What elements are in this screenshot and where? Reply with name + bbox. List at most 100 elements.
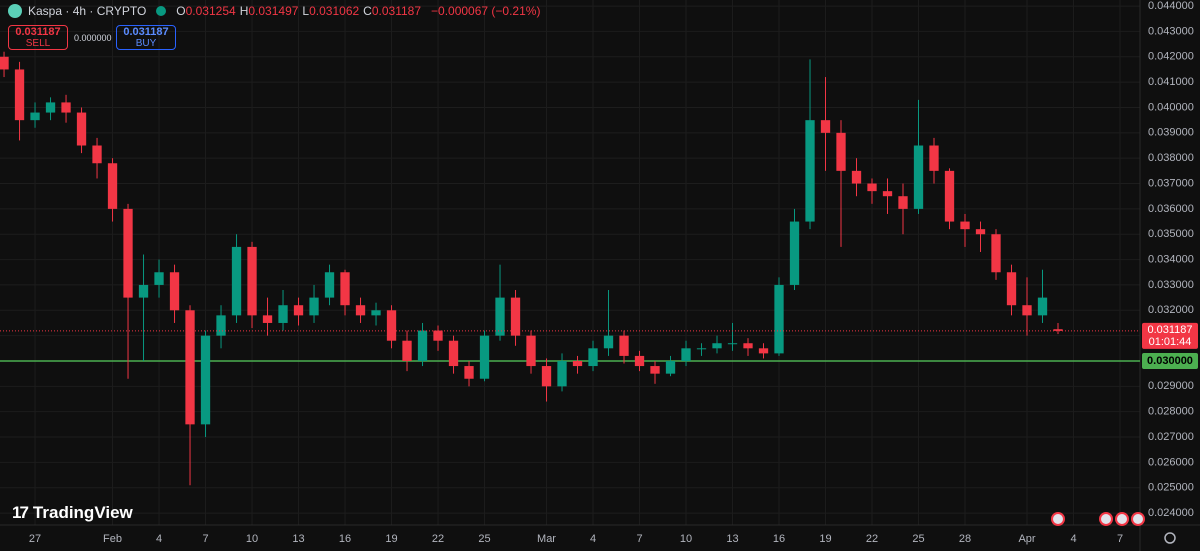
symbol[interactable]: Kaspa · 4h · CRYPTO [28,4,147,18]
buy-price: 0.031187 [123,26,169,38]
candle-body [882,191,893,197]
x-tick-label: 25 [912,533,924,545]
settings-icon[interactable] [1164,532,1176,544]
candle-body [1006,272,1017,306]
event-flag [1051,512,1065,526]
y-tick-label: 0.028000 [1148,406,1194,418]
trade-buttons: 0.031187 SELL 0.000000 0.031187 BUY [8,25,176,50]
x-tick-label: 19 [819,533,831,545]
x-tick-label: 25 [478,533,490,545]
y-tick-label: 0.035000 [1148,228,1194,240]
candle-body [820,120,831,133]
candle-body [76,112,87,146]
candle-body [898,196,908,209]
price-level-label: 0.030000 [1147,355,1193,367]
candle-body [929,145,939,171]
symbol-header: Kaspa · 4h · CRYPTO O0.031254 H0.031497 L0… [8,4,544,18]
y-tick-label: 0.033000 [1148,279,1194,291]
y-tick-label: 0.024000 [1148,507,1194,519]
candle-body [402,340,412,361]
x-tick-label: 4 [1070,533,1076,545]
candle-body [495,297,505,336]
y-tick-label: 0.044000 [1148,0,1194,12]
ohlc: O0.031254 H0.031497 L0.031062 C0.031187 [176,4,425,18]
ohlc-value: 0.031254 [185,4,236,18]
x-tick-label: Mar [537,533,556,545]
last-price-label-bg [1142,322,1198,349]
candle-body [324,272,335,298]
candle-body [557,360,567,387]
ohlc-key: L [302,4,310,18]
ohlc-key: O [176,4,186,18]
candle-body [14,69,25,121]
x-tick-label: 4 [590,533,596,545]
candle-body [123,208,133,298]
sell-button[interactable]: 0.031187 SELL [8,25,68,50]
candle-body [758,348,769,354]
x-tick-label: 22 [432,533,444,545]
y-tick-label: 0.039000 [1148,127,1194,139]
candle-body [1037,297,1048,316]
x-tick-label: 7 [636,533,642,545]
candle-body [185,310,195,425]
ohlc-value: 0.031187 [371,4,422,18]
candle-body [526,335,536,367]
candle-body [650,366,660,374]
candle-body [634,355,645,367]
y-tick-label: 0.043000 [1148,25,1194,37]
y-tick-label: 0.029000 [1148,380,1194,392]
candle-body [340,272,350,306]
candle-body [0,56,9,70]
y-tick-label: 0.025000 [1148,482,1194,494]
event-flag [1131,512,1145,526]
y-tick-label: 0.041000 [1148,76,1194,88]
candle-body [991,234,1001,273]
y-tick-label: 0.038000 [1148,152,1194,164]
candle-body [681,348,691,361]
candle-body [45,102,56,113]
logo-mark: 17 [12,503,29,522]
candle-body [464,366,474,379]
x-tick-label: Apr [1018,533,1035,545]
y-tick-label: 0.037000 [1148,177,1194,189]
candle-body [619,335,629,356]
candle-body [960,221,970,230]
candle-body [1022,305,1032,316]
x-tick-label: 19 [385,533,397,545]
candle-body [309,297,319,316]
event-flag [1099,512,1113,526]
candle-body [417,330,428,361]
candle-body [541,366,552,387]
buy-button[interactable]: 0.031187 BUY [116,25,176,50]
candle-body [867,183,877,192]
candle-body [1053,329,1063,331]
candle-body [30,112,40,121]
ohlc-value: 0.031497 [248,4,299,18]
candle-body [61,102,71,113]
ohlc-value: 0.031062 [309,4,360,18]
candle-body [510,297,521,336]
candle-body [278,305,288,323]
x-tick-label: 7 [1117,533,1123,545]
x-tick-label: 16 [773,533,785,545]
last-price-label: 0.031187 [1147,324,1192,336]
candle-body [448,340,459,367]
candle-body [154,272,164,285]
candle-body [805,120,815,222]
x-tick-label: 7 [202,533,208,545]
candle-body [293,305,304,316]
logo[interactable]: 17 TradingView [12,503,133,523]
y-tick-label: 0.034000 [1148,253,1194,265]
candle-body [355,305,366,316]
candle-body [851,170,862,184]
candle-body [107,163,118,209]
candle-body [665,360,676,374]
y-tick-label: 0.040000 [1148,101,1194,113]
candle-body [231,246,242,316]
x-tick-label: 10 [246,533,258,545]
ohlc-key: H [239,4,249,18]
sell-price: 0.031187 [15,26,61,38]
candle-body [138,284,149,298]
candle-body [789,221,800,285]
